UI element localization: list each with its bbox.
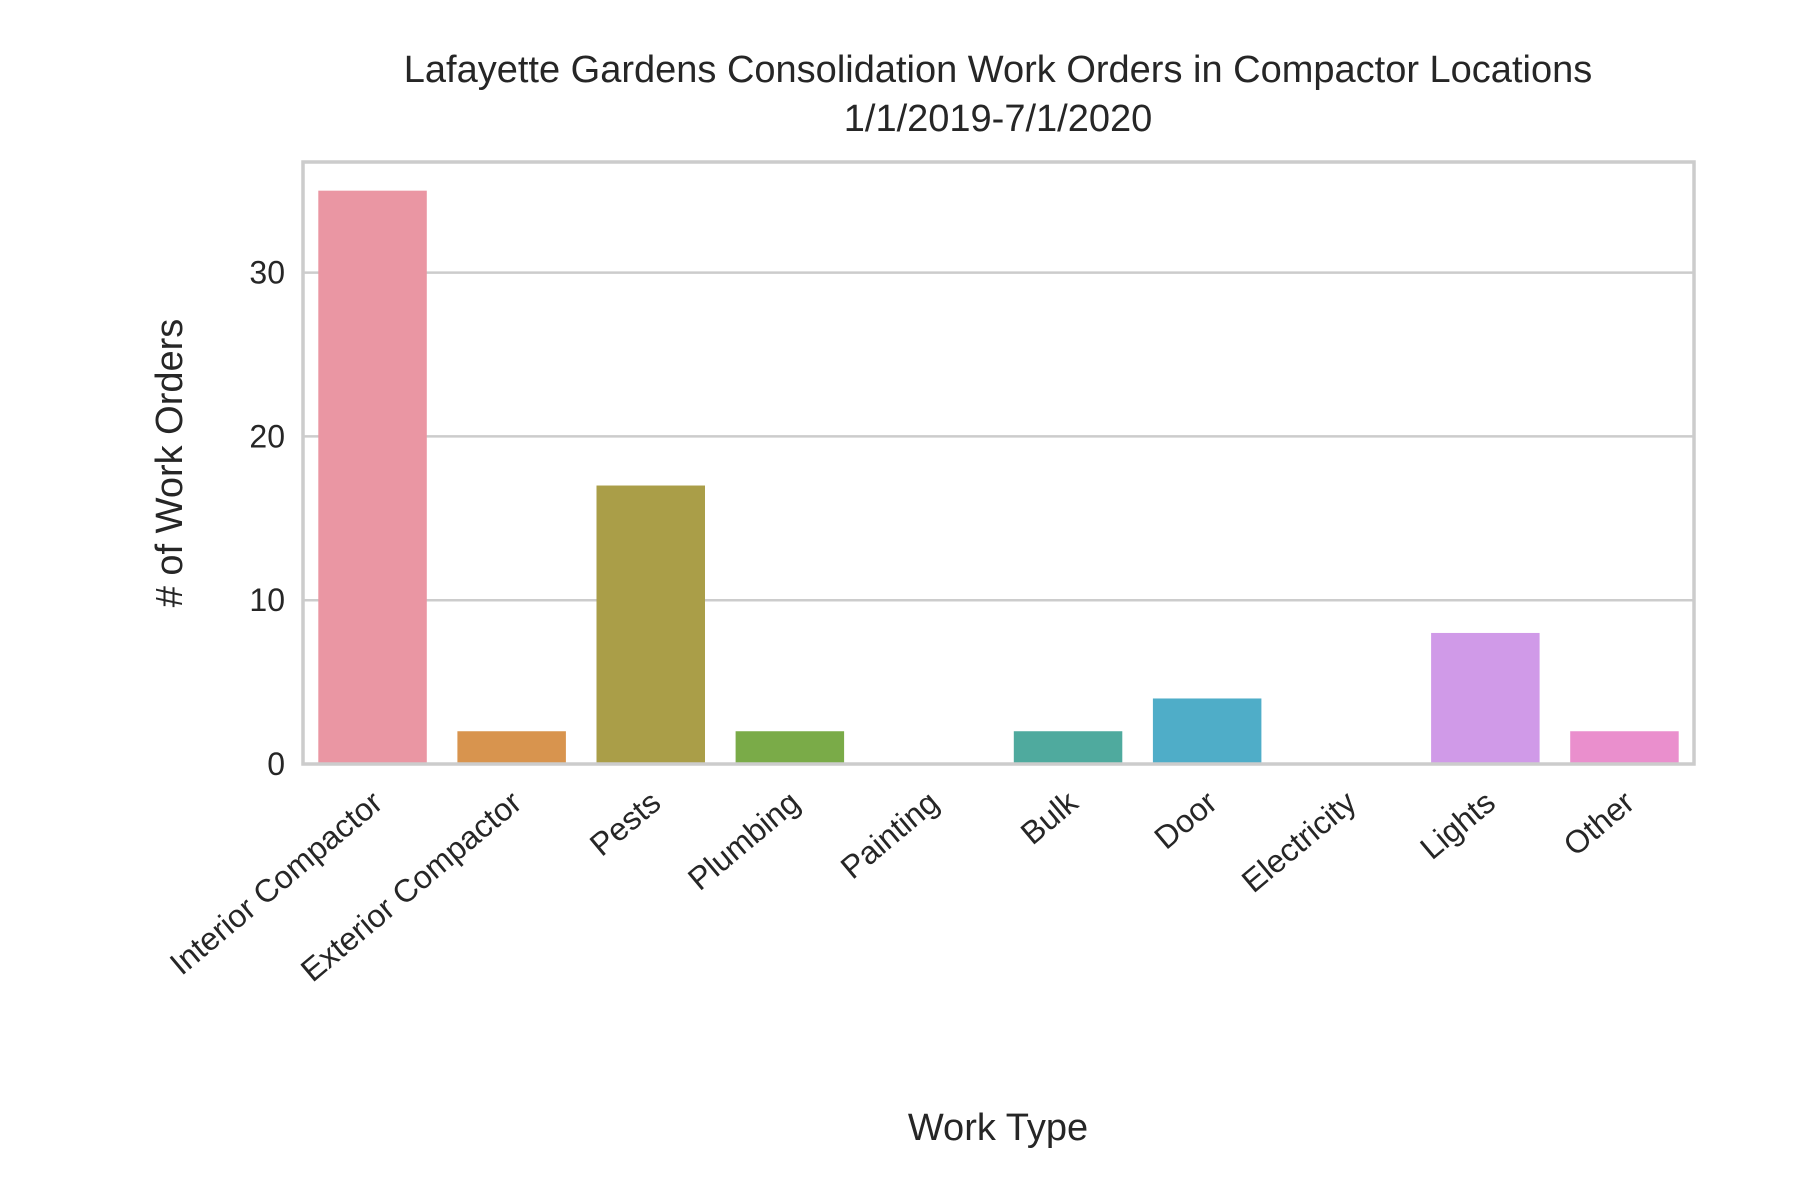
y-tick-label: 0 (267, 746, 285, 782)
x-tick-label: Bulk (1014, 783, 1086, 851)
plot-frame (301, 160, 1696, 766)
x-tick-label: Other (1557, 784, 1642, 863)
bar (1570, 731, 1679, 764)
x-tick-label: Door (1147, 784, 1224, 856)
y-tick-label: 10 (249, 582, 285, 618)
bar (735, 731, 845, 764)
chart-title: Lafayette Gardens Consolidation Work Ord… (404, 49, 1592, 91)
x-tick-label: Plumbing (681, 784, 806, 897)
y-tick-labels: 0 10 20 30 (249, 255, 285, 782)
bar (457, 731, 566, 764)
x-tick-label: Electricity (1235, 784, 1363, 900)
bar (318, 190, 427, 764)
bar (596, 485, 705, 764)
y-axis-label: # of Work Orders (149, 319, 191, 608)
x-tick-label: Lights (1413, 784, 1502, 866)
bar (1152, 698, 1262, 764)
x-tick-label: Painting (834, 784, 946, 886)
gridlines (303, 271, 1694, 602)
bars (318, 190, 1679, 764)
x-axis-label: Work Type (908, 1107, 1088, 1149)
y-tick-label: 30 (249, 255, 285, 291)
x-tick-label: Pests (583, 784, 667, 863)
bar (1013, 731, 1123, 764)
chart-subtitle: 1/1/2019-7/1/2020 (844, 98, 1153, 140)
y-tick-label: 20 (249, 418, 285, 454)
bar (1431, 632, 1540, 764)
